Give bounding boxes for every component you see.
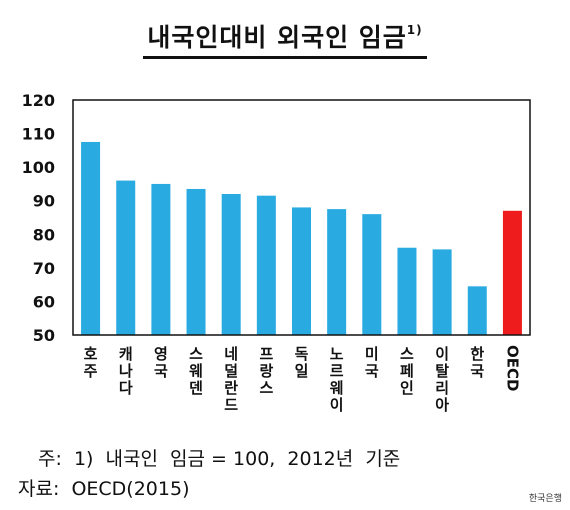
plot-frame (72, 99, 531, 336)
title-footnote-marker: 1) (406, 23, 423, 37)
brand-watermark: 한국은행 (528, 494, 562, 504)
source-note: 자료: OECD(2015) (18, 478, 190, 500)
bar-5 (256, 195, 276, 335)
bar-6 (292, 207, 311, 335)
y-tick-label: 50 (33, 326, 55, 345)
bar-8 (362, 214, 382, 335)
chart-title-container: 내국인대비 외국인 임금1) (0, 18, 570, 59)
x-axis-labels: 호 주 캐 나 다 영 국 스 웨 덴 네 덜 란 드 프 랑 스 독 일 노 르 웨 이 미 국 스 페 인 이 탈 리 아 한 국 OECD (84, 345, 522, 414)
bar-4 (221, 194, 241, 335)
y-axis-ticks: 50 60 70 80 90 100 110 120 (22, 91, 55, 345)
y-tick-label: 90 (33, 192, 55, 211)
chart-title: 내국인대비 외국인 임금1) (143, 18, 427, 59)
y-tick-label: 120 (22, 91, 55, 110)
bars (81, 141, 522, 335)
bar-9 (397, 247, 417, 335)
footnote: 주: 1) 내국인 임금 = 100, 2012년 기준 (38, 448, 401, 470)
bar-12 (502, 210, 522, 335)
y-tick-label: 70 (33, 259, 55, 278)
bar-0 (81, 141, 101, 335)
bar-chart: 50 60 70 80 90 100 110 120 호 주 캐 나 다 영 국 스 웨 덴 네 덜 란 드 프 랑 스 독 일 노… (22, 91, 531, 414)
bar-7 (327, 209, 347, 335)
y-tick-label: 100 (22, 158, 55, 177)
y-tick-label: 110 (22, 125, 55, 144)
bar-3 (186, 188, 206, 335)
chart-title-text: 내국인대비 외국인 임금 (147, 23, 407, 52)
bar-10 (432, 249, 452, 335)
y-tick-label: 80 (33, 225, 55, 244)
bar-1 (116, 180, 136, 335)
y-tick-label: 60 (33, 292, 55, 311)
bar-2 (151, 183, 171, 335)
x-category-label: OECD (503, 345, 521, 391)
bar-11 (467, 286, 487, 335)
